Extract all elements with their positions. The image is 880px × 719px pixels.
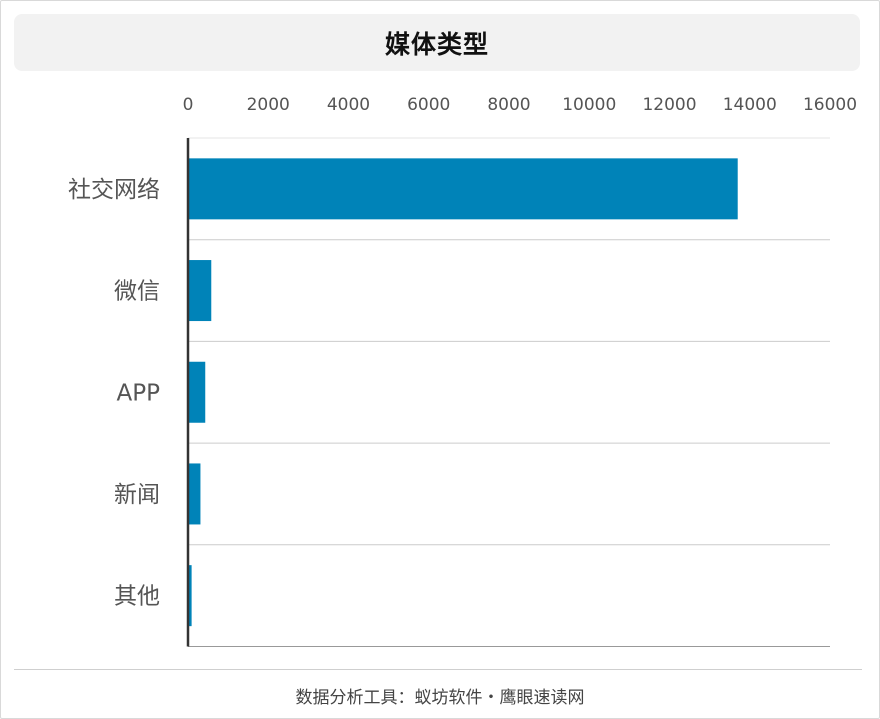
category-label: 社交网络 (68, 177, 160, 203)
x-tick-label: 8000 (487, 95, 530, 115)
category-label: APP (117, 380, 161, 406)
category-label: 微信 (114, 279, 160, 305)
bar (188, 361, 206, 423)
bar-chart: 0 2000 4000 6000 8000 10000 12000 14000 16000 社交网… (68, 95, 857, 647)
x-tick-label: 10000 (562, 95, 616, 115)
x-tick-label: 0 (183, 95, 194, 115)
bar (188, 260, 212, 322)
footer-source: 数据分析工具：蚁坊软件・鹰眼速读网 (295, 688, 585, 708)
category-label: 新闻 (114, 482, 160, 508)
bar (188, 463, 201, 525)
title-bar: 媒体类型 (14, 14, 860, 71)
x-tick-label: 4000 (327, 95, 370, 115)
x-tick-label: 2000 (247, 95, 290, 115)
x-tick-label: 12000 (642, 95, 696, 115)
chart-title: 媒体类型 (384, 29, 489, 59)
x-tick-label: 16000 (803, 95, 857, 115)
x-tick-label: 6000 (407, 95, 450, 115)
category-label: 其他 (114, 584, 160, 610)
x-tick-label: 14000 (723, 95, 777, 115)
footer-divider (14, 669, 862, 670)
bar (188, 565, 192, 627)
bar (188, 158, 738, 220)
